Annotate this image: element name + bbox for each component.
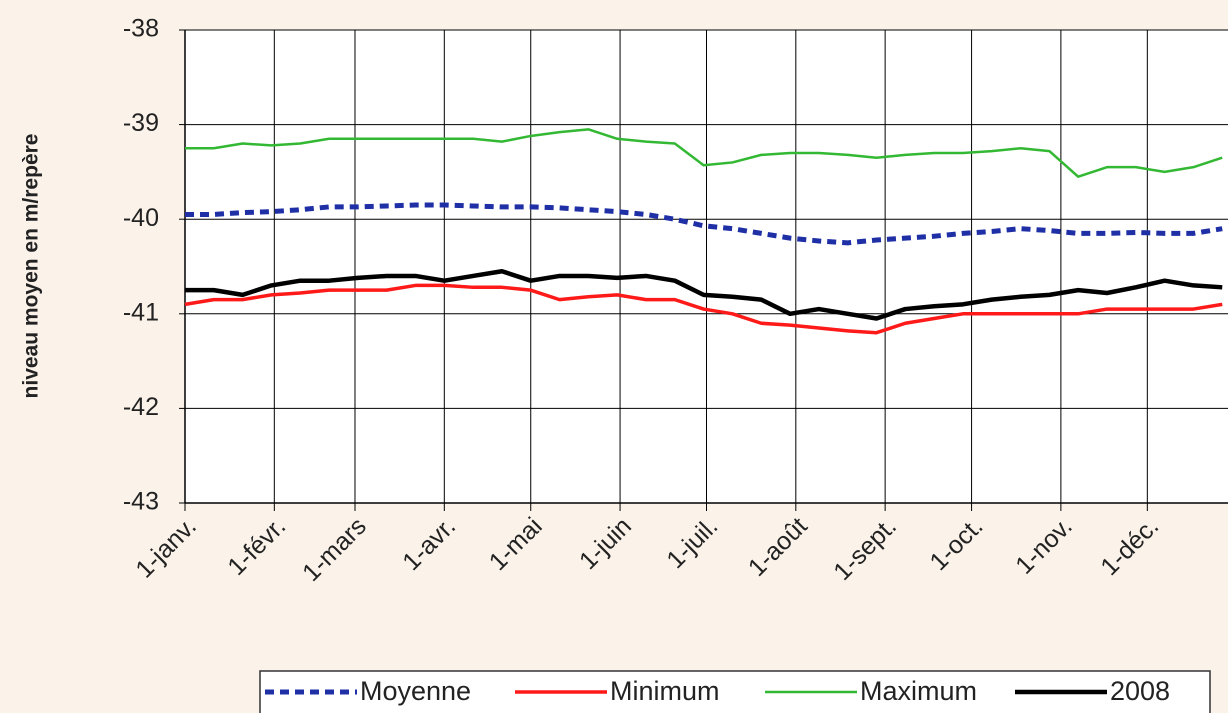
x-tick-label: 1-juil. [661,512,723,574]
y-tick-label: -42 [123,393,159,421]
legend-label: 2008 [1110,676,1170,706]
x-tick-label: 1-févr. [222,512,291,581]
legend-label: Moyenne [360,676,471,706]
y-tick-label: -39 [123,109,159,137]
x-tick-label: 1-avr. [397,512,461,576]
legend-label: Minimum [610,676,720,706]
x-tick-label: 1-sept. [828,512,902,586]
series-line [184,283,1223,335]
x-tick-label: 1-mars [297,512,372,587]
y-tick-label: -43 [123,488,159,516]
legend-label: Maximum [860,676,977,706]
x-tick-label: 1-oct. [924,512,988,576]
x-tick-label: 1-août [743,512,813,582]
series-line [185,268,1223,321]
y-tick-label: -38 [123,15,159,43]
y-tick-label: -40 [123,204,159,232]
y-axis-label: niveau moyen en m/repère [20,134,43,399]
x-tick-label: 1-janv. [130,512,202,584]
x-tick-label: 1-mai [484,512,548,576]
x-tick-label: 1-déc. [1095,512,1164,581]
series-line [185,128,1223,178]
series-line [185,202,1223,246]
x-tick-label: 1-juin [574,512,637,575]
x-tick-label: 1-nov. [1010,512,1078,580]
y-tick-label: -41 [123,298,159,326]
